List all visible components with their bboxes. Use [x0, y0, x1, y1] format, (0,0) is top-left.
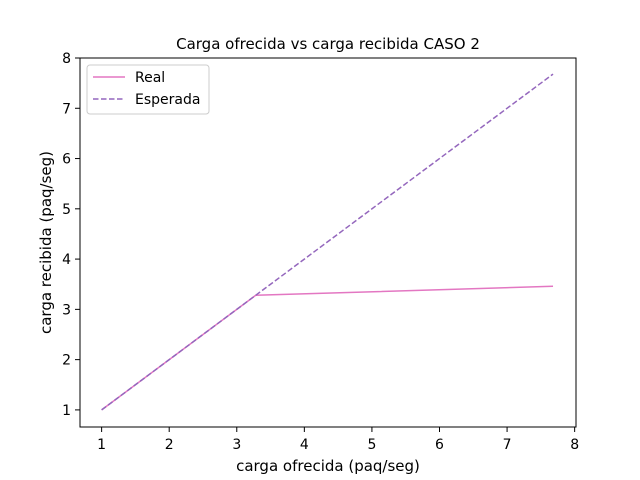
series-layer — [101, 73, 554, 411]
legend-label-real: Real — [135, 70, 165, 86]
x-tick-label-3: 3 — [232, 437, 241, 453]
y-tick-label-1: 1 — [62, 403, 71, 419]
y-tick-label-8: 8 — [62, 51, 71, 67]
series-line-esperada — [101, 73, 554, 411]
x-axis: 1 2 3 4 5 6 7 8 — [97, 427, 579, 453]
x-axis-label: carga ofrecida (paq/seg) — [236, 457, 420, 475]
y-axis-label: carga recibida (paq/seg) — [37, 151, 55, 334]
plot-frame — [79, 57, 577, 428]
x-tick-label-5: 5 — [367, 437, 376, 453]
y-tick-label-7: 7 — [62, 101, 71, 117]
x-tick-label-6: 6 — [435, 437, 444, 453]
legend: Real Esperada — [86, 64, 210, 115]
x-tick-label-2: 2 — [165, 437, 174, 453]
x-tick-label-7: 7 — [503, 437, 512, 453]
y-tick-label-6: 6 — [62, 152, 71, 168]
y-axis: 1 2 3 4 5 6 7 8 — [62, 51, 80, 419]
y-tick-label-3: 3 — [62, 302, 71, 318]
x-tick-label-4: 4 — [300, 437, 309, 453]
y-tick-label-4: 4 — [62, 252, 71, 268]
legend-label-esperada: Esperada — [135, 92, 200, 108]
series-line-real — [101, 285, 554, 411]
x-tick-label-8: 8 — [570, 437, 579, 453]
chart-title: Carga ofrecida vs carga recibida CASO 2 — [176, 35, 480, 53]
y-tick-label-2: 2 — [62, 353, 71, 369]
x-tick-label-1: 1 — [97, 437, 106, 453]
y-tick-label-5: 5 — [62, 202, 71, 218]
